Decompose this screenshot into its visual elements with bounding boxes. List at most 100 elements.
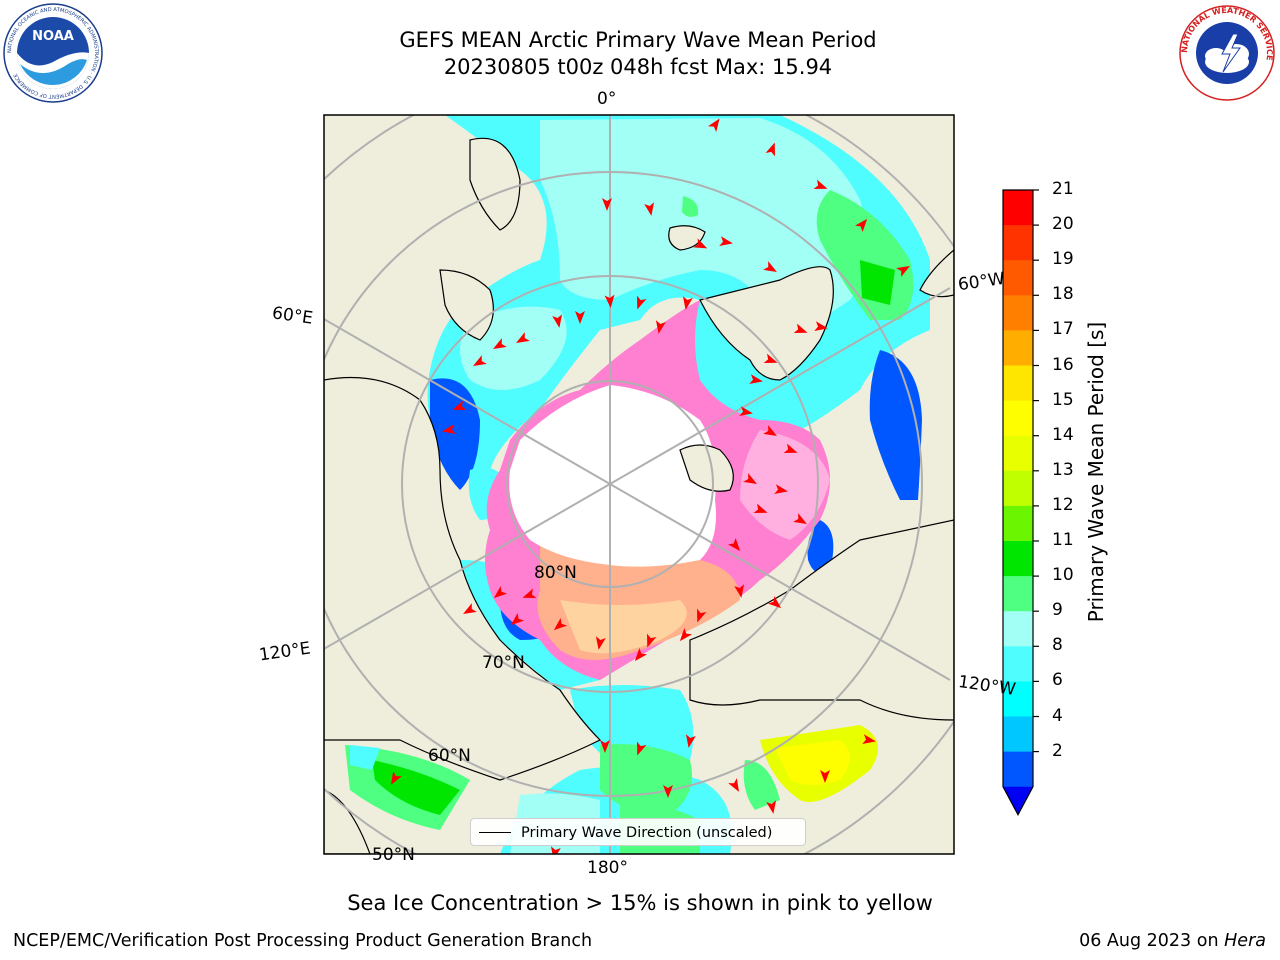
map-frame: [323, 114, 955, 855]
wave-direction-arrow: [510, 612, 525, 626]
footer-date: 06 Aug 2023 on Hera: [1079, 931, 1266, 951]
wave-direction-arrow: [473, 355, 487, 366]
wave-direction-arrow: [719, 236, 733, 247]
wave-direction-arrow: [391, 771, 402, 785]
wave-direction-arrow: [734, 584, 745, 598]
wave-direction-arrow: [793, 513, 807, 524]
footer-date-text: 06 Aug 2023 on: [1079, 931, 1219, 951]
wave-direction-arrow: [644, 202, 655, 216]
wave-direction-arrow: [685, 734, 696, 748]
chart-title: GEFS MEAN Arctic Primary Wave Mean Perio…: [399, 28, 877, 52]
wave-direction-arrow: [552, 314, 563, 328]
colorbar-band: [1003, 260, 1033, 296]
lon-label-180: 180°: [587, 858, 628, 878]
colorbar-band: [1003, 611, 1033, 647]
colorbar-band: [1003, 295, 1033, 331]
wave-direction-arrow: [682, 296, 693, 310]
colorbar-outline: [1002, 189, 1034, 816]
colorbar-band: [1003, 541, 1033, 577]
legend-line: [479, 832, 511, 834]
colorbar-band: [1003, 365, 1033, 402]
wave-direction-arrow: [553, 617, 568, 631]
wave-direction-arrow: [739, 406, 753, 417]
wave-direction-arrow: [820, 770, 830, 783]
wave-direction-arrow: [655, 320, 666, 334]
colorbar-tick-label: 13: [1052, 459, 1074, 480]
colorbar-tick-label: 17: [1052, 319, 1074, 340]
colorbar-band: [1003, 330, 1033, 366]
colorbar-band: [1003, 751, 1033, 788]
wave-direction-arrow: [634, 647, 648, 662]
wave-direction-arrow: [493, 338, 507, 349]
lat-label-60n: 60°N: [428, 746, 471, 766]
wave-direction-arrow: [728, 778, 739, 792]
lat-label-80n: 80°N: [534, 563, 577, 583]
legend: Primary Wave Direction (unscaled): [470, 818, 806, 846]
colorbar-tick-label: 4: [1052, 705, 1063, 726]
colorbar-band: [1003, 681, 1033, 717]
wave-direction-arrow: [767, 595, 782, 609]
no-data-cap: [509, 385, 716, 567]
wave-direction-arrow: [743, 473, 757, 484]
wave-direction-arrow: [663, 785, 673, 798]
colorbar-band: [1003, 190, 1033, 226]
lat-label-70n: 70°N: [482, 653, 525, 673]
wave-direction-arrow: [813, 179, 828, 189]
wave-direction-arrow: [452, 400, 467, 410]
graticule: [324, 115, 954, 854]
colorbar-tick-label: 10: [1052, 565, 1074, 586]
colorbar-band: [1003, 646, 1033, 682]
wave-direction-arrow: [647, 633, 657, 648]
colorbar-tick-label: 2: [1052, 740, 1063, 761]
wave-direction-arrow: [749, 374, 763, 385]
colorbar-extend-triangle: [1003, 786, 1033, 815]
noaa-logo: NATIONAL OCEANIC AND ATMOSPHERIC ADMINIS…: [3, 3, 103, 103]
wave-direction-arrow: [602, 198, 612, 211]
colorbar-band: [1003, 576, 1033, 612]
colorbar-band: [1003, 470, 1033, 507]
wave-direction-arrow: [766, 800, 777, 814]
colorbar-tick-label: 11: [1052, 530, 1074, 550]
wave-direction-arrow: [708, 118, 720, 132]
wave-direction-arrow: [522, 588, 537, 598]
legend-label: Primary Wave Direction (unscaled): [521, 825, 773, 841]
wave-direction-arrow: [896, 266, 910, 277]
footer-machine: Hera: [1224, 931, 1266, 951]
wave-direction-arrow: [753, 503, 768, 513]
colorbar-tick-label: 18: [1052, 284, 1074, 305]
wave-direction-arrow: [693, 238, 708, 249]
wave-direction-arrow: [516, 332, 530, 343]
wave-direction-arrow: [727, 537, 741, 552]
wave-direction-arrow: [793, 323, 808, 333]
colorbar-tick-label: 19: [1052, 249, 1074, 270]
colorbar-tick-label: 12: [1052, 494, 1074, 515]
wave-direction-arrow: [697, 608, 707, 623]
colorbar-band: [1003, 716, 1033, 753]
nws-logo: NATIONAL WEATHER SERVICE: [1179, 5, 1275, 101]
wave-direction-arrow: [550, 846, 561, 854]
colorbar-tick-label: 15: [1052, 389, 1074, 410]
wave-direction-arrow: [862, 734, 876, 745]
wave-direction-arrow: [774, 484, 788, 495]
wave-direction-arrow: [679, 627, 693, 642]
colorbar-band: [1003, 435, 1033, 472]
wave-direction-arrow: [604, 294, 615, 308]
svg-text:NOAA: NOAA: [32, 29, 74, 44]
colorbar-tick-label: 8: [1052, 635, 1063, 656]
wave-direction-arrow: [763, 353, 778, 363]
colorbar-band: [1003, 400, 1033, 437]
lon-label-0: 0°: [597, 89, 617, 109]
colorbar: [1002, 189, 1039, 816]
lat-label-50n: 50°N: [372, 845, 415, 865]
colorbar-title: Primary Wave Mean Period [s]: [1084, 321, 1108, 623]
colorbar-tick-label: 20: [1052, 214, 1074, 235]
colorbar-tick-label: 6: [1052, 670, 1063, 691]
wave-direction-arrows: [391, 118, 910, 854]
wave-direction-arrow: [595, 636, 606, 650]
wave-direction-arrow: [637, 741, 647, 756]
wave-direction-arrow: [763, 261, 777, 272]
wave-direction-arrow: [854, 218, 868, 233]
colorbar-tick-label: 9: [1052, 600, 1063, 621]
colorbar-tick-label: 14: [1052, 424, 1074, 445]
